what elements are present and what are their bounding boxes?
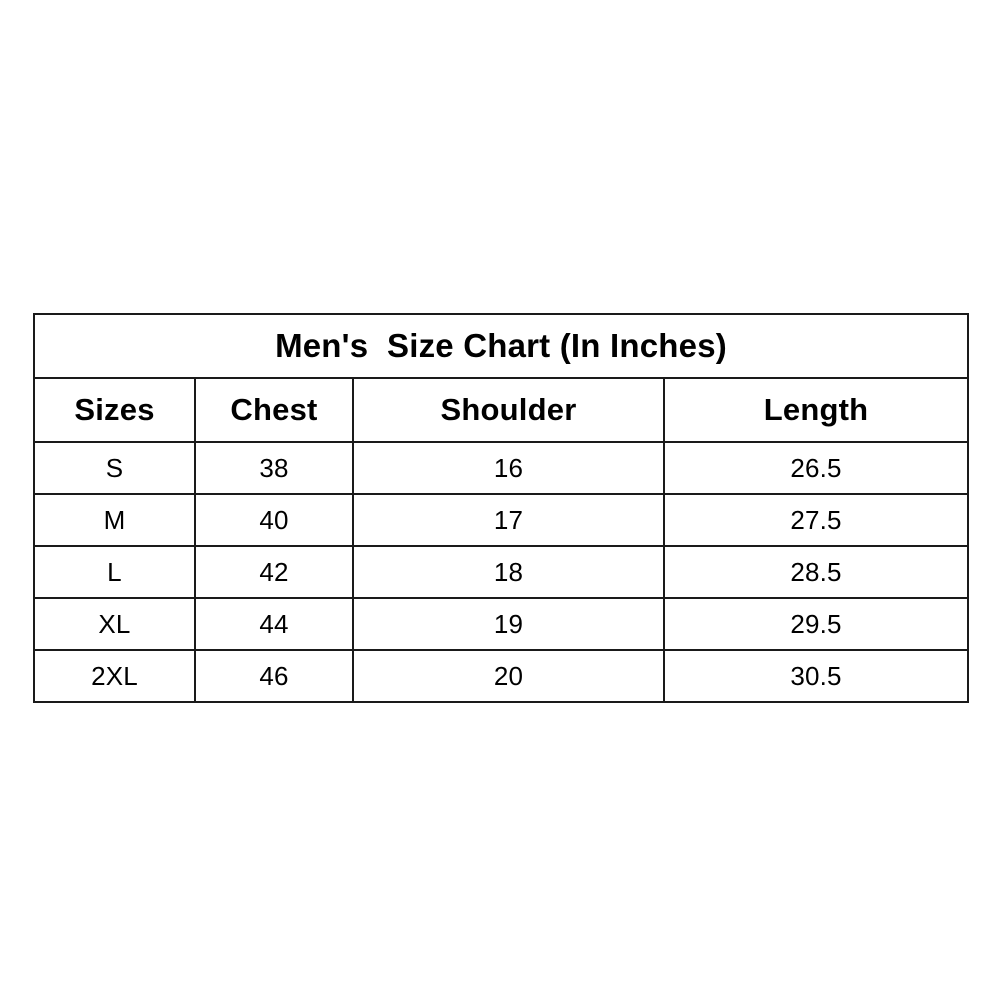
cell-size: L <box>33 545 196 599</box>
cell-length: 30.5 <box>662 649 970 703</box>
cell-size: S <box>33 441 196 495</box>
cell-length: 28.5 <box>662 545 970 599</box>
cell-length: 29.5 <box>662 597 970 651</box>
cell-length: 26.5 <box>662 441 970 495</box>
table-title: Men's Size Chart (In Inches) <box>32 313 970 379</box>
table-title-row: Men's Size Chart (In Inches) <box>32 313 970 379</box>
column-header-shoulder: Shoulder <box>352 377 665 443</box>
cell-shoulder: 17 <box>352 493 665 547</box>
cell-chest: 44 <box>194 597 354 651</box>
cell-length: 27.5 <box>662 493 970 547</box>
cell-shoulder: 16 <box>352 441 665 495</box>
cell-shoulder: 20 <box>352 649 665 703</box>
column-header-length: Length <box>662 377 970 443</box>
table-row: S 38 16 26.5 <box>33 441 970 495</box>
cell-shoulder: 19 <box>352 597 665 651</box>
column-header-sizes: Sizes <box>33 377 196 443</box>
size-chart-table: Men's Size Chart (In Inches) Sizes Chest… <box>32 313 970 703</box>
cell-size: 2XL <box>33 649 196 703</box>
table-row: 2XL 46 20 30.5 <box>33 649 970 703</box>
cell-size: M <box>33 493 196 547</box>
cell-chest: 38 <box>194 441 354 495</box>
column-header-chest: Chest <box>194 377 354 443</box>
cell-chest: 46 <box>194 649 354 703</box>
cell-chest: 42 <box>194 545 354 599</box>
table-row: M 40 17 27.5 <box>33 493 970 547</box>
table-header-row: Sizes Chest Shoulder Length <box>33 377 970 443</box>
table-row: L 42 18 28.5 <box>33 545 970 599</box>
cell-chest: 40 <box>194 493 354 547</box>
cell-size: XL <box>33 597 196 651</box>
cell-shoulder: 18 <box>352 545 665 599</box>
table-row: XL 44 19 29.5 <box>33 597 970 651</box>
